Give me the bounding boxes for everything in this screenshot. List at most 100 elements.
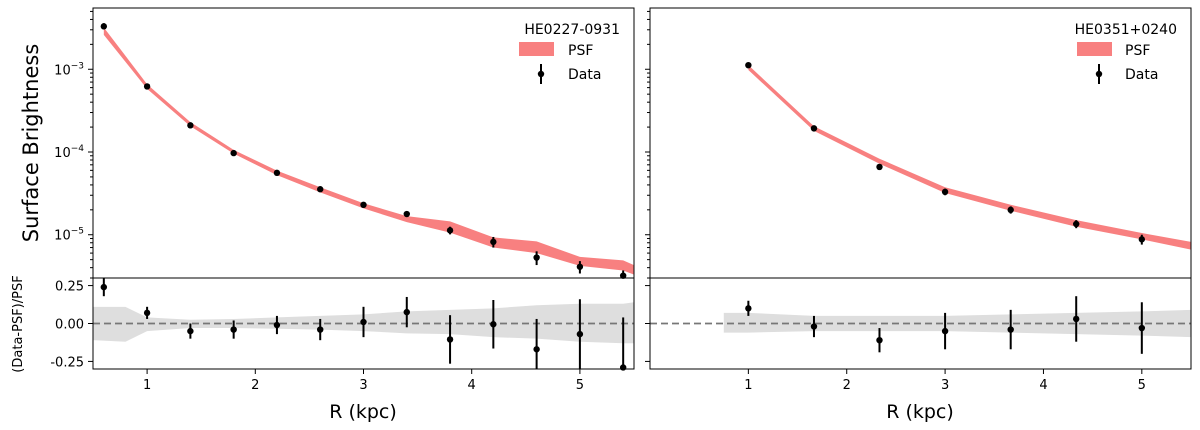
- data-marker: [876, 163, 883, 171]
- residual-point: [490, 299, 497, 349]
- data-marker: [619, 272, 627, 279]
- data-point: [403, 210, 410, 218]
- data-marker: [360, 201, 367, 209]
- data-marker: [403, 210, 410, 218]
- x-tick-label: 5: [576, 378, 584, 393]
- legend-psf-label: PSF: [1125, 43, 1150, 59]
- chart-title: HE0351+0240: [1075, 22, 1177, 38]
- psf-band: [748, 65, 1191, 250]
- chart-title: HE0227-0931: [524, 22, 620, 38]
- residual-point: [446, 315, 454, 364]
- right-panel: HE0351+0240 PSF Data 1 2 3 4 5 R (kpc): [645, 7, 1192, 423]
- data-point: [619, 270, 627, 279]
- data-marker: [490, 321, 497, 328]
- data-marker: [533, 254, 540, 261]
- data-marker: [230, 149, 237, 157]
- x-ticks: 1 2 3 4 5: [143, 369, 584, 393]
- data-point: [876, 163, 883, 171]
- residual-point: [576, 299, 584, 369]
- data-marker: [1007, 206, 1014, 214]
- x-tick-label: 2: [251, 378, 259, 393]
- legend-psf-swatch: [519, 42, 554, 56]
- data-marker: [317, 326, 324, 333]
- psf-band: [103, 27, 634, 275]
- y-tick-label: 10−3: [54, 61, 84, 78]
- right-top-plot: HE0351+0240 PSF Data: [645, 7, 1192, 279]
- y-ticks: [645, 285, 650, 362]
- x-tick-label: 5: [1138, 378, 1146, 393]
- ylabel-bottom: (Data-PSF)/PSF: [11, 275, 26, 372]
- x-tick-label: 4: [1039, 378, 1047, 393]
- data-marker: [1138, 324, 1146, 332]
- data-marker: [745, 61, 752, 69]
- data-point: [100, 23, 108, 30]
- residual-series: [100, 278, 627, 371]
- data-marker: [446, 227, 454, 234]
- residual-point: [100, 278, 108, 297]
- residual-series: [745, 296, 1146, 354]
- data-point: [187, 122, 194, 129]
- data-marker: [100, 23, 108, 30]
- data-marker: [143, 309, 151, 317]
- right-bottom-plot: 1 2 3 4 5 R (kpc): [645, 277, 1192, 423]
- data-marker: [745, 305, 752, 312]
- y-tick-label: 10−4: [54, 144, 84, 161]
- x-tick-label: 3: [941, 378, 949, 393]
- x-tick-label: 1: [744, 378, 752, 393]
- y-ticks: 10−5 10−4 10−3: [54, 10, 93, 279]
- data-point: [1138, 234, 1146, 245]
- data-marker: [1073, 315, 1080, 323]
- x-tick-label: 3: [359, 378, 367, 393]
- data-marker: [446, 336, 454, 343]
- x-tick-label: 2: [843, 378, 851, 393]
- residual-point: [876, 328, 883, 353]
- data-point: [360, 201, 367, 209]
- data-point: [230, 149, 237, 157]
- residual-point: [187, 323, 194, 339]
- data-marker: [1138, 236, 1146, 243]
- residual-point: [317, 318, 324, 341]
- data-marker: [533, 346, 540, 353]
- data-point: [490, 236, 497, 248]
- x-tick-label: 4: [468, 378, 476, 393]
- data-point: [745, 61, 752, 69]
- data-point: [273, 169, 281, 177]
- data-marker: [576, 263, 584, 270]
- x-tick-label: 1: [143, 378, 151, 393]
- residual-point: [273, 315, 281, 335]
- data-marker: [1007, 326, 1014, 333]
- x-axis-label: R (kpc): [329, 401, 397, 423]
- y-ticks: [645, 10, 650, 279]
- data-point: [941, 188, 949, 196]
- left-bottom-plot: 0.25 0.00 -0.25 1 2 3 4 5 R (kpc): [50, 277, 635, 423]
- legend: PSF Data: [1077, 42, 1158, 84]
- y-tick-label: -0.25: [50, 355, 84, 370]
- residual-point: [143, 306, 151, 319]
- data-marker: [143, 83, 151, 90]
- left-panel: 10−510−410−3 HE0227-0931 PSF Data 0.250.…: [50, 7, 635, 423]
- data-point: [317, 186, 324, 193]
- legend: PSF Data: [519, 42, 601, 84]
- residual-point: [1138, 302, 1146, 354]
- residual-point: [1073, 296, 1080, 342]
- data-marker: [941, 327, 949, 335]
- data-marker: [317, 186, 324, 193]
- data-marker: [273, 169, 281, 177]
- data-series: [745, 61, 1146, 245]
- data-point: [576, 261, 584, 274]
- legend-psf-label: PSF: [568, 43, 593, 59]
- y-tick-label: 0.00: [55, 318, 84, 333]
- data-marker: [187, 327, 194, 335]
- data-marker: [941, 188, 949, 196]
- x-axis-label: R (kpc): [886, 401, 954, 423]
- data-point: [1073, 220, 1080, 229]
- residual-point: [533, 318, 540, 369]
- y-tick-label: 10−5: [54, 227, 84, 244]
- legend-data-marker: [537, 70, 545, 78]
- residual-point: [810, 315, 818, 338]
- legend-data-marker: [1095, 70, 1103, 78]
- ylabel-top: Surface Brightness: [19, 44, 43, 243]
- data-point: [143, 83, 151, 90]
- data-marker: [1073, 220, 1080, 228]
